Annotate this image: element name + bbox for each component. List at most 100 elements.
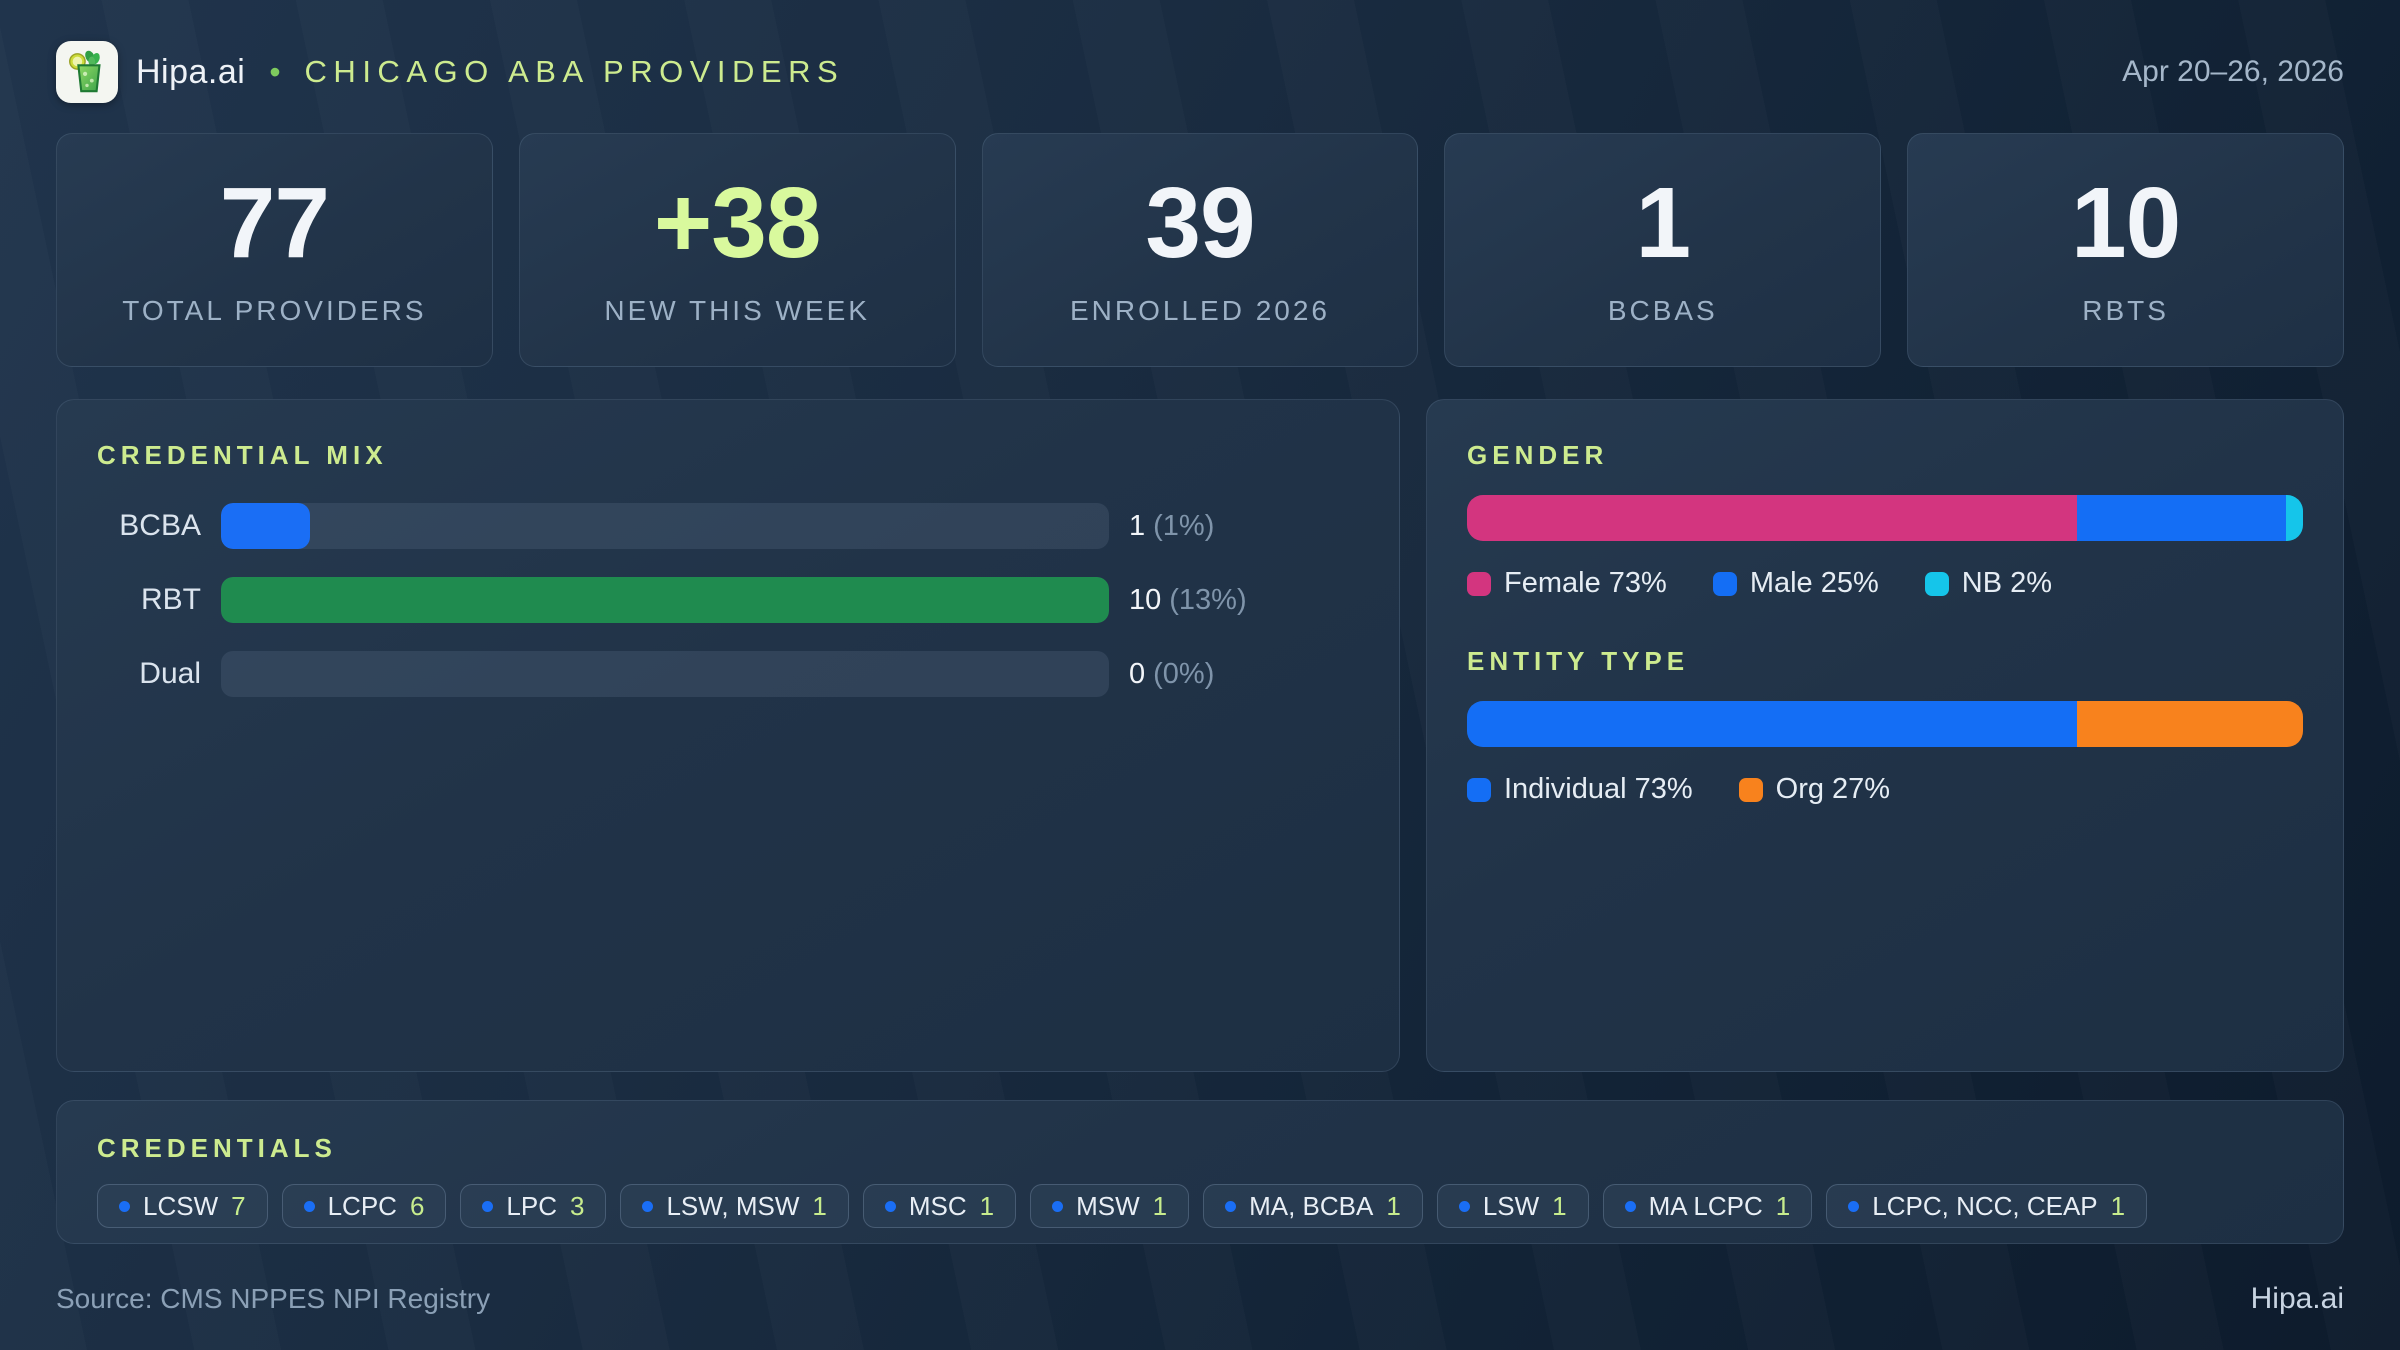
page-title: CHICAGO ABA PROVIDERS bbox=[304, 54, 845, 89]
bar-value: 1 (1%) bbox=[1129, 509, 1215, 542]
legend-swatch bbox=[1712, 571, 1737, 596]
chip-dot-icon bbox=[1052, 1200, 1064, 1212]
chip-count: 1 bbox=[1775, 1190, 1791, 1221]
brand-group: Hipa.ai • CHICAGO ABA PROVIDERS bbox=[56, 41, 844, 103]
credential-chip[interactable]: MA LCPC 1 bbox=[1602, 1184, 1813, 1228]
stat-card-enrolled: 39 ENROLLED 2026 bbox=[981, 133, 1419, 367]
credential-chip[interactable]: MSW 1 bbox=[1030, 1184, 1190, 1228]
chip-label: LCPC, NCC, CEAP bbox=[1872, 1190, 2098, 1221]
entity-type-heading: ENTITY TYPE bbox=[1467, 646, 1690, 676]
stat-value: 1 bbox=[1635, 167, 1691, 279]
chip-label: MSW bbox=[1076, 1190, 1140, 1221]
gender-segment-female bbox=[1467, 495, 2078, 541]
credential-chip[interactable]: LSW 1 bbox=[1436, 1184, 1589, 1228]
chip-count: 6 bbox=[409, 1190, 425, 1221]
legend-label: Male 25% bbox=[1749, 567, 1879, 599]
credential-mix-chart: BCBA 1 (1%) RBT 10 (13%) Dual bbox=[97, 503, 1359, 697]
chip-count: 7 bbox=[231, 1190, 246, 1221]
credential-chip[interactable]: LPC 3 bbox=[460, 1184, 607, 1228]
gender-legend: Female 73% Male 25% NB 2% bbox=[1467, 567, 2303, 600]
legend-swatch bbox=[1738, 777, 1763, 802]
credential-row-bcba: BCBA 1 (1%) bbox=[97, 503, 1359, 549]
separator-dot: • bbox=[269, 53, 281, 90]
data-source-note: Source: CMS NPPES NPI Registry bbox=[56, 1283, 491, 1314]
chip-count: 3 bbox=[570, 1190, 585, 1221]
credential-row-rbt: RBT 10 (13%) bbox=[97, 577, 1359, 623]
stat-value: 39 bbox=[1145, 167, 1255, 279]
stat-card-new-this-week: +38 NEW THIS WEEK bbox=[518, 133, 956, 367]
credential-chip[interactable]: LCPC, NCC, CEAP 1 bbox=[1826, 1184, 2148, 1228]
gender-segment-male bbox=[2077, 495, 2287, 541]
chip-label: LSW bbox=[1482, 1190, 1540, 1221]
credential-chip[interactable]: LCPC 6 bbox=[281, 1184, 447, 1228]
legend-label: Individual 73% bbox=[1504, 773, 1693, 805]
entity-type-stacked-bar bbox=[1467, 701, 2303, 747]
legend-label: Female 73% bbox=[1504, 567, 1667, 599]
chip-dot-icon bbox=[884, 1200, 896, 1212]
mojito-glass-icon bbox=[69, 50, 101, 93]
chip-dot-icon bbox=[119, 1200, 130, 1212]
legend-item-male: Male 25% bbox=[1712, 567, 1879, 600]
bar-value: 0 (0%) bbox=[1129, 657, 1215, 690]
credential-chip[interactable]: LSW, MSW 1 bbox=[620, 1184, 849, 1228]
brand-name: Hipa.ai bbox=[136, 52, 246, 91]
date-range: Apr 20–26, 2026 bbox=[2122, 55, 2344, 88]
bar-value: 10 (13%) bbox=[1129, 583, 1247, 616]
bar-label: Dual bbox=[139, 657, 201, 690]
app-logo bbox=[56, 41, 118, 103]
stat-label: RBTS bbox=[2082, 295, 2169, 326]
legend-item-nb: NB 2% bbox=[1924, 567, 2053, 600]
credential-row-dual: Dual 0 (0%) bbox=[97, 651, 1359, 697]
credentials-panel: CREDENTIALS LCSW 7 LCPC 6 LPC 3 LSW, MSW 1 M… bbox=[56, 1100, 2344, 1244]
credential-mix-panel: CREDENTIAL MIX BCBA 1 (1%) RBT 10 (13%) bbox=[56, 399, 1400, 1072]
legend-label: NB 2% bbox=[1961, 567, 2053, 599]
chip-count: 1 bbox=[1152, 1190, 1168, 1221]
chip-label: MA LCPC bbox=[1648, 1190, 1763, 1221]
bar-label: RBT bbox=[141, 583, 201, 616]
legend-swatch bbox=[1467, 777, 1491, 802]
stat-label: TOTAL PROVIDERS bbox=[122, 295, 427, 326]
chip-count: 1 bbox=[1386, 1190, 1401, 1221]
bar-fill bbox=[221, 577, 1109, 623]
stat-value: 10 bbox=[2070, 167, 2181, 279]
chip-dot-icon bbox=[1848, 1200, 1860, 1212]
credential-chip[interactable]: MSC 1 bbox=[862, 1184, 1017, 1228]
footer-brand: Hipa.ai bbox=[2250, 1282, 2344, 1315]
bar-track bbox=[221, 651, 1109, 697]
header: Hipa.ai • CHICAGO ABA PROVIDERS Apr 20–2… bbox=[56, 33, 2344, 111]
credentials-chip-list: LCSW 7 LCPC 6 LPC 3 LSW, MSW 1 MSC 1 MSW 1 MA,… bbox=[97, 1184, 2303, 1228]
legend-item-individual: Individual 73% bbox=[1467, 773, 1693, 806]
bar-fill bbox=[221, 503, 310, 549]
legend-label: Org 27% bbox=[1775, 773, 1891, 805]
stat-label: BCBAS bbox=[1607, 295, 1718, 326]
chip-dot-icon bbox=[642, 1200, 654, 1212]
stat-label: NEW THIS WEEK bbox=[604, 295, 870, 326]
chip-dot-icon bbox=[1624, 1200, 1636, 1212]
credential-chip[interactable]: LCSW 7 bbox=[97, 1184, 268, 1228]
stat-card-rbts: 10 RBTS bbox=[1907, 133, 2344, 367]
chip-label: LCSW bbox=[143, 1190, 219, 1221]
credential-chip[interactable]: MA, BCBA 1 bbox=[1203, 1184, 1423, 1228]
chip-label: MA, BCBA bbox=[1249, 1190, 1374, 1221]
entity-segment-individual bbox=[1467, 701, 2078, 747]
chip-label: MSC bbox=[908, 1190, 967, 1221]
footer: Source: CMS NPPES NPI Registry Hipa.ai bbox=[56, 1282, 2344, 1316]
gender-stacked-bar bbox=[1467, 495, 2303, 541]
gender-heading: GENDER bbox=[1467, 440, 1609, 470]
chip-label: LCPC bbox=[327, 1190, 397, 1221]
legend-swatch bbox=[1467, 571, 1491, 596]
chip-label: LPC bbox=[506, 1190, 557, 1221]
legend-item-female: Female 73% bbox=[1467, 567, 1667, 600]
entity-type-legend: Individual 73% Org 27% bbox=[1467, 773, 2303, 806]
legend-item-org: Org 27% bbox=[1738, 773, 1891, 806]
stat-label: ENROLLED 2026 bbox=[1069, 295, 1330, 326]
chip-label: LSW, MSW bbox=[666, 1190, 800, 1221]
chip-count: 1 bbox=[979, 1190, 995, 1221]
chip-dot-icon bbox=[1458, 1200, 1470, 1212]
chip-dot-icon bbox=[1225, 1200, 1237, 1212]
demographics-panel: GENDER Female 73% Male 25% NB 2% bbox=[1426, 399, 2344, 1072]
stat-cards-row: 77 TOTAL PROVIDERS +38 NEW THIS WEEK 39 … bbox=[56, 133, 2344, 367]
stat-card-total-providers: 77 TOTAL PROVIDERS bbox=[56, 133, 493, 367]
credential-mix-heading: CREDENTIAL MIX bbox=[97, 440, 388, 470]
